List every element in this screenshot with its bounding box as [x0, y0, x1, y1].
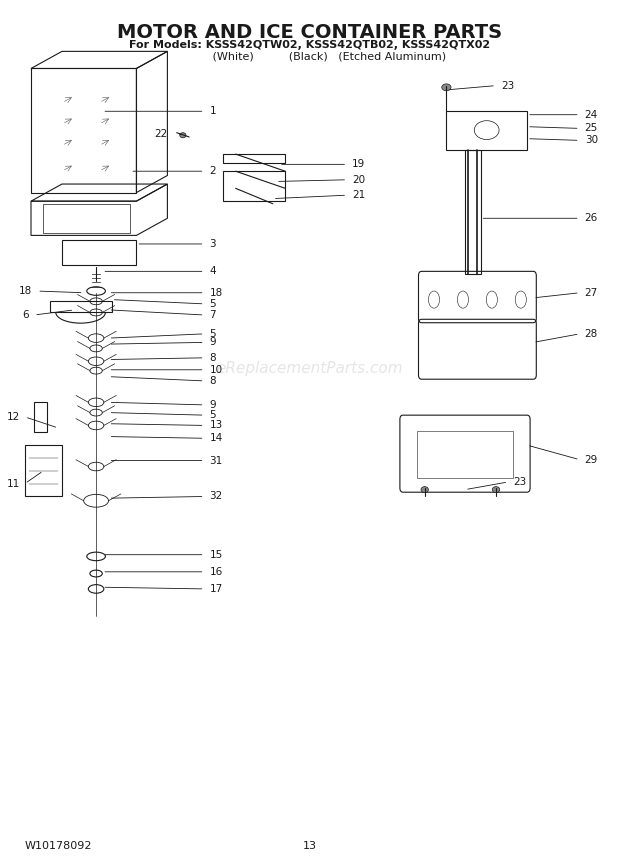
Ellipse shape [421, 486, 428, 493]
Text: 18: 18 [210, 288, 223, 298]
Text: 28: 28 [585, 329, 598, 339]
Text: 12: 12 [7, 412, 20, 422]
Text: 15: 15 [210, 550, 223, 560]
Text: 13: 13 [210, 420, 223, 431]
Text: 5: 5 [210, 329, 216, 339]
Text: 25: 25 [585, 123, 598, 134]
Bar [417, 431, 513, 478]
Text: 20: 20 [352, 175, 365, 185]
Text: 23: 23 [513, 477, 526, 487]
Ellipse shape [441, 84, 451, 91]
Text: 9: 9 [210, 337, 216, 348]
Text: 2: 2 [210, 166, 216, 176]
Text: 29: 29 [585, 455, 598, 465]
Text: 9: 9 [210, 400, 216, 410]
Text: 21: 21 [352, 190, 365, 200]
Text: For Models: KSSS42QTW02, KSSS42QTB02, KSSS42QTX02: For Models: KSSS42QTW02, KSSS42QTB02, KS… [130, 40, 490, 51]
Text: 13: 13 [303, 841, 317, 851]
Ellipse shape [180, 133, 186, 138]
Text: 14: 14 [210, 433, 223, 443]
Bar [25, 445, 62, 496]
Text: 4: 4 [210, 266, 216, 276]
Text: 27: 27 [585, 288, 598, 298]
Text: 22: 22 [154, 129, 167, 140]
Text: eReplacementParts.com: eReplacementParts.com [216, 360, 404, 376]
Text: 10: 10 [210, 365, 223, 375]
Text: MOTOR AND ICE CONTAINER PARTS: MOTOR AND ICE CONTAINER PARTS [117, 23, 503, 42]
Text: 8: 8 [210, 353, 216, 363]
Text: 17: 17 [210, 584, 223, 594]
Text: 19: 19 [352, 159, 365, 169]
Text: 11: 11 [7, 479, 20, 489]
Bar [34, 402, 46, 432]
Bar [62, 240, 136, 265]
Text: 32: 32 [210, 491, 223, 502]
Ellipse shape [492, 486, 500, 493]
Text: 24: 24 [585, 110, 598, 120]
Text: 6: 6 [22, 310, 29, 320]
Text: 30: 30 [585, 135, 598, 146]
Text: 5: 5 [210, 410, 216, 420]
Text: (White)          (Black)   (Etched Aluminum): (White) (Black) (Etched Aluminum) [174, 51, 446, 62]
Text: 31: 31 [210, 455, 223, 466]
Text: 8: 8 [210, 376, 216, 386]
Text: W10178092: W10178092 [25, 841, 92, 851]
Text: 5: 5 [210, 299, 216, 309]
Text: 26: 26 [585, 213, 598, 223]
Bar [465, 150, 480, 274]
Text: 1: 1 [210, 106, 216, 116]
Text: 16: 16 [210, 567, 223, 577]
Text: 18: 18 [19, 286, 32, 296]
Text: 3: 3 [210, 239, 216, 249]
Text: 7: 7 [210, 310, 216, 320]
Text: 23: 23 [501, 80, 514, 91]
